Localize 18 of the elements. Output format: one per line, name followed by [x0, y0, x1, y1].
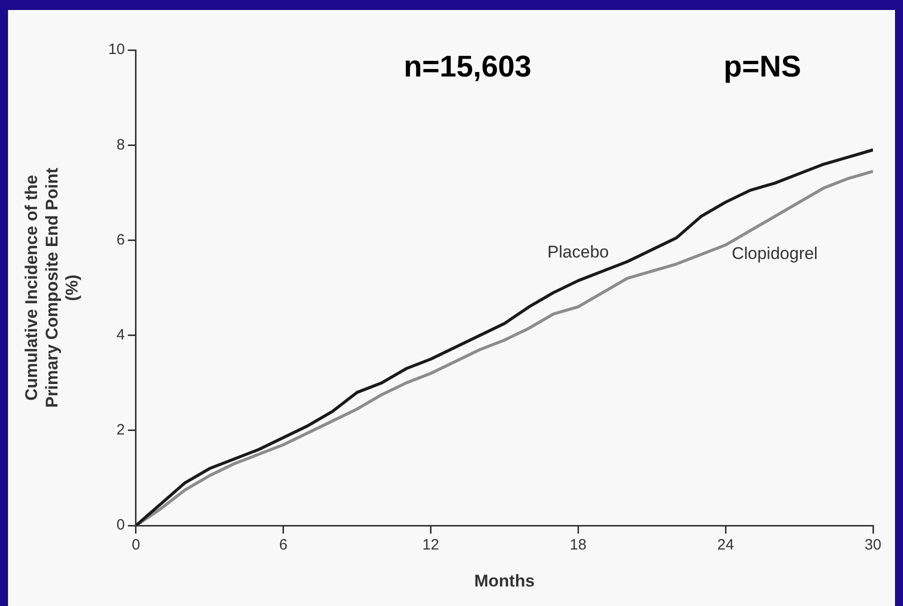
series-label: Clopidogrel: [732, 244, 818, 264]
annotation: n=15,603: [404, 50, 532, 84]
x-tick-label: 24: [717, 536, 734, 554]
y-tick-label: 4: [116, 326, 125, 344]
y-tick-label: 0: [116, 516, 125, 534]
x-tick-label: 30: [864, 536, 882, 554]
annotation: p=NS: [724, 50, 802, 84]
x-axis-title: Months: [474, 571, 535, 590]
x-tick-label: 6: [279, 536, 288, 554]
y-tick-label: 10: [108, 41, 125, 58]
y-tick-label: 6: [116, 231, 125, 248]
y-axis-title: Cumulative Incidence of the Primary Composite End Point (%): [22, 168, 82, 408]
x-tick-label: 18: [570, 536, 586, 554]
x-tick-label: 0: [132, 536, 140, 554]
series-label: Placebo: [547, 242, 609, 262]
x-tick-label: 12: [422, 536, 440, 554]
y-tick-label: 8: [116, 136, 125, 154]
y-tick-label: 2: [116, 422, 125, 439]
